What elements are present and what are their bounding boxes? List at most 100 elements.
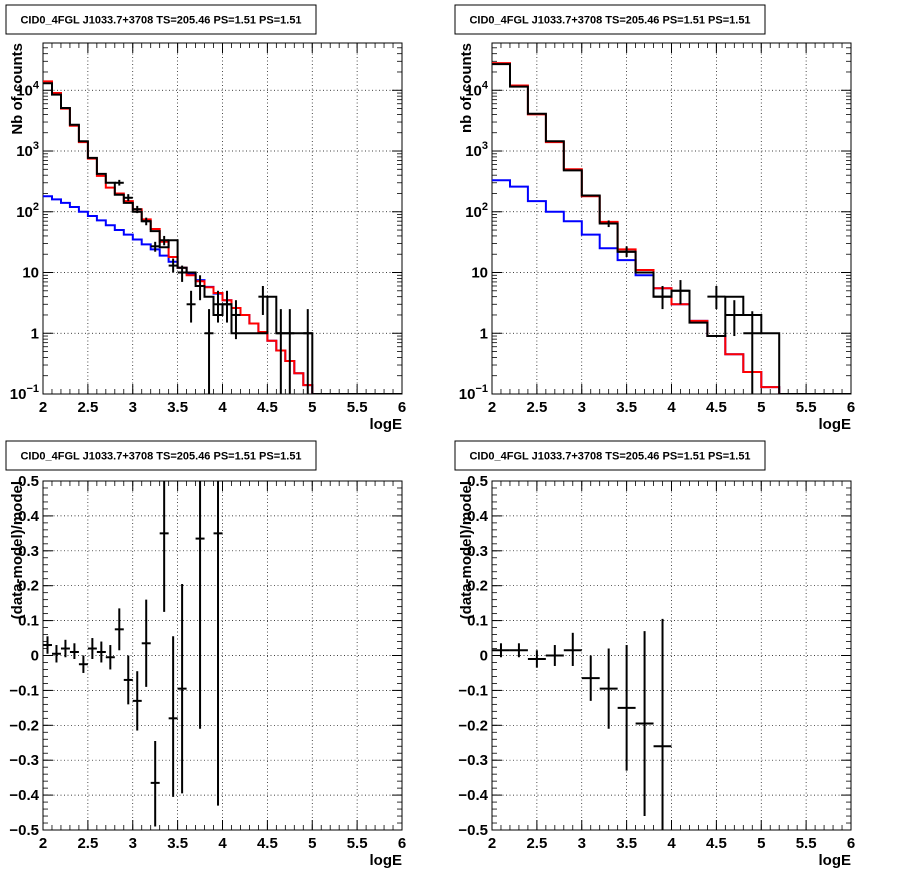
x-tick-label: 4	[667, 835, 676, 852]
data-point	[123, 194, 133, 202]
y-tick-label: 0.3	[18, 543, 39, 560]
data-point	[141, 217, 151, 226]
x-tick-label: 2	[39, 835, 47, 852]
x-tick-label: 3.5	[167, 835, 188, 852]
x-tick-label: 6	[398, 835, 406, 852]
y-tick-label: −0.4	[458, 787, 488, 804]
chart-title-box	[454, 4, 766, 35]
y-tick-label: 103	[465, 140, 488, 160]
data-point	[78, 655, 88, 673]
y-tick-label: 0.2	[467, 578, 488, 595]
x-axis-label: logE	[370, 416, 403, 433]
data-point	[509, 643, 528, 658]
data-point	[635, 631, 654, 817]
x-tick-label: 4	[218, 399, 227, 416]
x-tick-label: 6	[398, 399, 406, 416]
data-point	[545, 645, 564, 666]
data-point	[204, 309, 214, 394]
x-tick-label: 2.5	[526, 399, 547, 416]
y-axis-label: nb of counts	[458, 43, 475, 133]
data-point	[141, 599, 151, 687]
x-axis-label: logE	[819, 416, 852, 433]
data-point	[168, 636, 178, 797]
y-tick-label: 1	[480, 325, 488, 342]
y-axis-label: Nb of counts	[9, 43, 26, 135]
y-tick-label: 0.5	[18, 473, 39, 490]
y-tick-label: 10	[471, 265, 488, 282]
y-tick-label: 102	[16, 201, 39, 221]
y-tick-label: 0	[480, 648, 488, 665]
y-tick-label: −0.5	[458, 822, 488, 839]
data-point	[303, 309, 313, 394]
x-tick-label: 4	[218, 835, 227, 852]
data-point	[258, 285, 268, 315]
x-tick-label: 5.5	[796, 835, 817, 852]
x-axis-label: logE	[370, 852, 403, 869]
chart-title-box	[454, 440, 766, 471]
x-tick-label: 4	[667, 399, 676, 416]
data-point	[599, 220, 618, 228]
data-point	[150, 741, 160, 827]
x-tick-label: 6	[847, 399, 855, 416]
x-tick-label: 5	[308, 835, 316, 852]
x-tick-label: 3	[578, 399, 586, 416]
x-tick-label: 3.5	[616, 399, 637, 416]
y-tick-label: 0.4	[467, 508, 489, 525]
y-tick-label: 0.2	[18, 578, 39, 595]
data-point	[114, 608, 124, 651]
data-point	[87, 638, 97, 659]
y-tick-label: 10	[22, 265, 39, 282]
x-tick-label: 4.5	[706, 835, 727, 852]
data-point	[195, 275, 205, 301]
x-tick-label: 5	[308, 399, 316, 416]
y-tick-label: 0.5	[467, 473, 488, 490]
x-tick-label: 2	[488, 835, 496, 852]
y-tick-label: 0.4	[18, 508, 40, 525]
x-tick-label: 5.5	[347, 399, 368, 416]
x-tick-label: 3	[129, 399, 137, 416]
data-point	[725, 300, 744, 337]
y-tick-label: 0.1	[18, 613, 39, 630]
histogram-series-3	[492, 63, 851, 394]
x-tick-label: 5.5	[796, 399, 817, 416]
x-tick-label: 2	[39, 399, 47, 416]
data-point	[653, 618, 672, 830]
data-point	[213, 481, 223, 806]
data-point	[114, 179, 124, 186]
data-point	[671, 280, 690, 305]
x-tick-label: 5	[757, 399, 765, 416]
y-tick-label: −0.3	[9, 752, 39, 769]
data-point	[186, 290, 196, 323]
chart-title-box	[5, 4, 317, 35]
data-layer	[43, 80, 402, 394]
y-tick-label: 0.1	[467, 613, 488, 630]
chart-title: CID0_4FGL J1033.7+3708 TS=205.46 PS=1.51…	[469, 451, 750, 463]
y-tick-label: 10−1	[10, 383, 39, 403]
data-point	[599, 648, 618, 729]
data-point	[617, 645, 636, 771]
data-point	[132, 205, 142, 214]
y-tick-label: −0.3	[458, 752, 488, 769]
chart-panel-2: CID0_4FGL J1033.7+3708 TS=205.46 PS=1.51…	[454, 4, 855, 433]
data-point	[276, 309, 286, 394]
x-tick-label: 3	[129, 835, 137, 852]
y-tick-label: −0.2	[458, 717, 488, 734]
data-point	[653, 285, 672, 310]
x-tick-label: 6	[847, 835, 855, 852]
chart-title: CID0_4FGL J1033.7+3708 TS=205.46 PS=1.51…	[20, 451, 301, 463]
data-point	[231, 300, 241, 340]
x-tick-label: 2	[488, 399, 496, 416]
x-tick-label: 5.5	[347, 835, 368, 852]
data-point	[213, 290, 223, 323]
data-point	[105, 645, 115, 670]
y-tick-label: 103	[16, 140, 39, 160]
data-point	[159, 481, 169, 612]
x-tick-label: 3	[578, 835, 586, 852]
x-axis-label: logE	[819, 852, 852, 869]
data-point	[563, 632, 582, 666]
data-point	[96, 641, 106, 663]
x-tick-label: 4.5	[257, 835, 278, 852]
y-tick-label: 0.3	[467, 543, 488, 560]
y-tick-label: 104	[16, 79, 40, 99]
